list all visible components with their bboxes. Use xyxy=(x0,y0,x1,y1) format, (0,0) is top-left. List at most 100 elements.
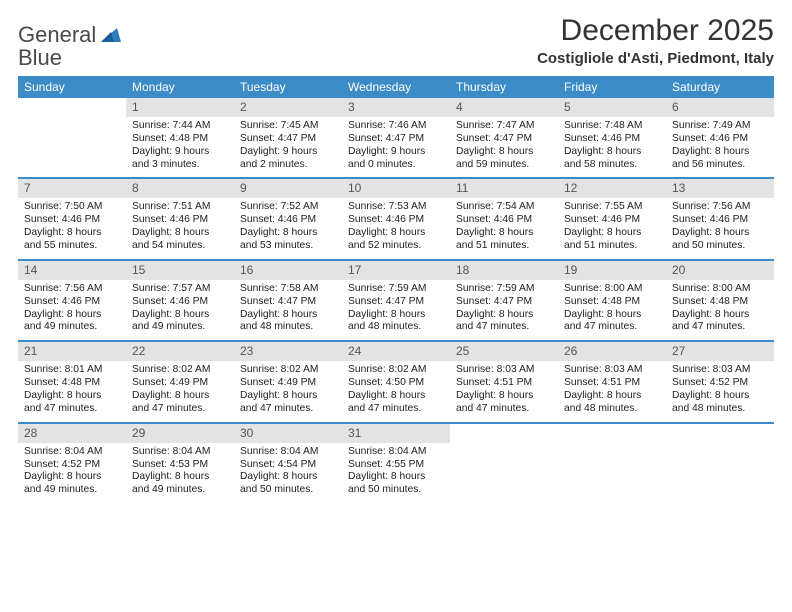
day-content: Sunrise: 7:47 AMSunset: 4:47 PMDaylight:… xyxy=(450,117,558,177)
day-content: Sunrise: 7:54 AMSunset: 4:46 PMDaylight:… xyxy=(450,198,558,258)
day-content: Sunrise: 7:53 AMSunset: 4:46 PMDaylight:… xyxy=(342,198,450,258)
day-number: 1 xyxy=(126,98,234,117)
daylight-line: Daylight: 8 hours and 47 minutes. xyxy=(456,390,552,416)
sunrise-line: Sunrise: 7:52 AM xyxy=(240,201,336,214)
day-number: 11 xyxy=(450,179,558,198)
day-cell: 25Sunrise: 8:03 AMSunset: 4:51 PMDayligh… xyxy=(450,342,558,421)
day-content: Sunrise: 7:58 AMSunset: 4:47 PMDaylight:… xyxy=(234,280,342,340)
daylight-line: Daylight: 8 hours and 53 minutes. xyxy=(240,227,336,253)
daylight-line: Daylight: 9 hours and 0 minutes. xyxy=(348,146,444,172)
day-number: 26 xyxy=(558,342,666,361)
sunset-line: Sunset: 4:46 PM xyxy=(456,214,552,227)
day-cell: 13Sunrise: 7:56 AMSunset: 4:46 PMDayligh… xyxy=(666,179,774,258)
day-number: 25 xyxy=(450,342,558,361)
day-content: Sunrise: 8:00 AMSunset: 4:48 PMDaylight:… xyxy=(666,280,774,340)
sunrise-line: Sunrise: 7:46 AM xyxy=(348,120,444,133)
dow-wednesday: Wednesday xyxy=(342,76,450,98)
day-content: Sunrise: 8:00 AMSunset: 4:48 PMDaylight:… xyxy=(558,280,666,340)
week-row: 21Sunrise: 8:01 AMSunset: 4:48 PMDayligh… xyxy=(18,342,774,423)
week-row: 28Sunrise: 8:04 AMSunset: 4:52 PMDayligh… xyxy=(18,424,774,503)
daylight-line: Daylight: 8 hours and 47 minutes. xyxy=(132,390,228,416)
day-content: Sunrise: 8:01 AMSunset: 4:48 PMDaylight:… xyxy=(18,361,126,421)
sunrise-line: Sunrise: 8:04 AM xyxy=(24,446,120,459)
dow-thursday: Thursday xyxy=(450,76,558,98)
location: Costigliole d'Asti, Piedmont, Italy xyxy=(537,50,774,67)
dow-tuesday: Tuesday xyxy=(234,76,342,98)
sunrise-line: Sunrise: 7:53 AM xyxy=(348,201,444,214)
day-cell: 27Sunrise: 8:03 AMSunset: 4:52 PMDayligh… xyxy=(666,342,774,421)
day-cell: 22Sunrise: 8:02 AMSunset: 4:49 PMDayligh… xyxy=(126,342,234,421)
day-cell: 10Sunrise: 7:53 AMSunset: 4:46 PMDayligh… xyxy=(342,179,450,258)
day-content: Sunrise: 7:44 AMSunset: 4:48 PMDaylight:… xyxy=(126,117,234,177)
daylight-line: Daylight: 8 hours and 51 minutes. xyxy=(564,227,660,253)
day-content: Sunrise: 8:02 AMSunset: 4:49 PMDaylight:… xyxy=(126,361,234,421)
sunrise-line: Sunrise: 8:02 AM xyxy=(348,364,444,377)
header: General Blue December 2025 Costigliole d… xyxy=(18,14,774,70)
day-content: Sunrise: 7:55 AMSunset: 4:46 PMDaylight:… xyxy=(558,198,666,258)
sunrise-line: Sunrise: 7:44 AM xyxy=(132,120,228,133)
day-number: 23 xyxy=(234,342,342,361)
sunrise-line: Sunrise: 7:45 AM xyxy=(240,120,336,133)
week-row: 1Sunrise: 7:44 AMSunset: 4:48 PMDaylight… xyxy=(18,98,774,179)
day-number: 20 xyxy=(666,261,774,280)
sunrise-line: Sunrise: 8:04 AM xyxy=(240,446,336,459)
day-number: 29 xyxy=(126,424,234,443)
daylight-line: Daylight: 8 hours and 50 minutes. xyxy=(348,471,444,497)
day-number: 14 xyxy=(18,261,126,280)
sunset-line: Sunset: 4:46 PM xyxy=(672,133,768,146)
day-cell: 15Sunrise: 7:57 AMSunset: 4:46 PMDayligh… xyxy=(126,261,234,340)
day-cell: 14Sunrise: 7:56 AMSunset: 4:46 PMDayligh… xyxy=(18,261,126,340)
sunrise-line: Sunrise: 8:01 AM xyxy=(24,364,120,377)
day-content: Sunrise: 7:56 AMSunset: 4:46 PMDaylight:… xyxy=(666,198,774,258)
day-cell: 29Sunrise: 8:04 AMSunset: 4:53 PMDayligh… xyxy=(126,424,234,503)
daylight-line: Daylight: 8 hours and 47 minutes. xyxy=(564,309,660,335)
logo-line2: Blue xyxy=(18,45,62,70)
calendar: SundayMondayTuesdayWednesdayThursdayFrid… xyxy=(18,76,774,503)
dow-row: SundayMondayTuesdayWednesdayThursdayFrid… xyxy=(18,76,774,98)
sunset-line: Sunset: 4:49 PM xyxy=(240,377,336,390)
sunset-line: Sunset: 4:51 PM xyxy=(564,377,660,390)
day-number: 24 xyxy=(342,342,450,361)
day-number: 2 xyxy=(234,98,342,117)
sunrise-line: Sunrise: 8:00 AM xyxy=(564,283,660,296)
daylight-line: Daylight: 8 hours and 59 minutes. xyxy=(456,146,552,172)
sunset-line: Sunset: 4:50 PM xyxy=(348,377,444,390)
day-number: 17 xyxy=(342,261,450,280)
day-number: 3 xyxy=(342,98,450,117)
day-cell: 28Sunrise: 8:04 AMSunset: 4:52 PMDayligh… xyxy=(18,424,126,503)
dow-saturday: Saturday xyxy=(666,76,774,98)
day-content: Sunrise: 8:04 AMSunset: 4:54 PMDaylight:… xyxy=(234,443,342,503)
sunrise-line: Sunrise: 8:04 AM xyxy=(132,446,228,459)
day-content: Sunrise: 8:04 AMSunset: 4:55 PMDaylight:… xyxy=(342,443,450,503)
daylight-line: Daylight: 8 hours and 48 minutes. xyxy=(348,309,444,335)
sunset-line: Sunset: 4:47 PM xyxy=(456,296,552,309)
day-content: Sunrise: 7:52 AMSunset: 4:46 PMDaylight:… xyxy=(234,198,342,258)
daylight-line: Daylight: 8 hours and 55 minutes. xyxy=(24,227,120,253)
sunrise-line: Sunrise: 8:02 AM xyxy=(240,364,336,377)
logo: General Blue xyxy=(18,14,121,70)
sunrise-line: Sunrise: 7:47 AM xyxy=(456,120,552,133)
day-number: 10 xyxy=(342,179,450,198)
daylight-line: Daylight: 9 hours and 2 minutes. xyxy=(240,146,336,172)
logo-line1: General xyxy=(18,22,96,47)
sunset-line: Sunset: 4:54 PM xyxy=(240,459,336,472)
day-cell-empty xyxy=(450,424,558,503)
day-cell: 19Sunrise: 8:00 AMSunset: 4:48 PMDayligh… xyxy=(558,261,666,340)
day-number: 6 xyxy=(666,98,774,117)
daylight-line: Daylight: 8 hours and 49 minutes. xyxy=(132,471,228,497)
logo-text: General Blue xyxy=(18,24,121,70)
day-cell-empty xyxy=(666,424,774,503)
sunset-line: Sunset: 4:48 PM xyxy=(24,377,120,390)
day-content: Sunrise: 7:59 AMSunset: 4:47 PMDaylight:… xyxy=(342,280,450,340)
sunset-line: Sunset: 4:46 PM xyxy=(132,296,228,309)
day-number: 5 xyxy=(558,98,666,117)
daylight-line: Daylight: 8 hours and 49 minutes. xyxy=(24,471,120,497)
day-cell: 23Sunrise: 8:02 AMSunset: 4:49 PMDayligh… xyxy=(234,342,342,421)
day-cell: 24Sunrise: 8:02 AMSunset: 4:50 PMDayligh… xyxy=(342,342,450,421)
sunrise-line: Sunrise: 8:04 AM xyxy=(348,446,444,459)
daylight-line: Daylight: 8 hours and 54 minutes. xyxy=(132,227,228,253)
day-content: Sunrise: 7:59 AMSunset: 4:47 PMDaylight:… xyxy=(450,280,558,340)
day-cell: 5Sunrise: 7:48 AMSunset: 4:46 PMDaylight… xyxy=(558,98,666,177)
daylight-line: Daylight: 8 hours and 51 minutes. xyxy=(456,227,552,253)
sunrise-line: Sunrise: 7:55 AM xyxy=(564,201,660,214)
